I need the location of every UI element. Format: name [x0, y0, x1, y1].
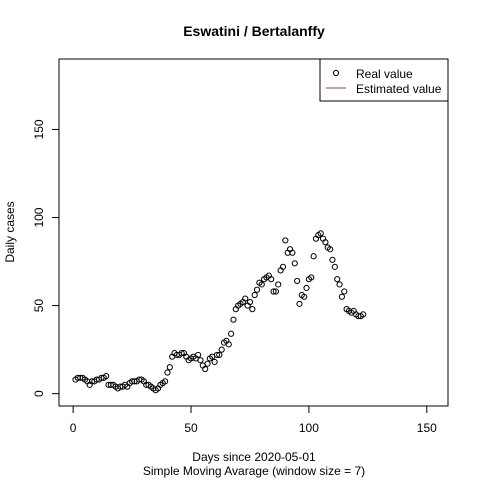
x-tick-label: 100	[299, 421, 319, 435]
data-point	[229, 331, 234, 336]
x-tick-label: 150	[417, 421, 437, 435]
y-axis: 0 50 100 150	[32, 119, 59, 397]
data-point	[165, 370, 170, 375]
data-point	[339, 294, 344, 299]
data-point	[337, 282, 342, 287]
data-point	[254, 287, 259, 292]
y-tick-label: 50	[32, 299, 46, 313]
x-axis-label: Days since 2020-05-01	[192, 450, 316, 464]
chart-subtitle: Simple Moving Avarage (window size = 7)	[143, 464, 365, 478]
legend-estimated-value-label: Estimated value	[356, 82, 442, 96]
plot-frame	[59, 59, 448, 406]
data-point	[295, 278, 300, 283]
y-tick-label: 150	[32, 119, 46, 139]
data-point	[212, 359, 217, 364]
data-point	[332, 264, 337, 269]
data-point	[292, 261, 297, 266]
data-point	[335, 277, 340, 282]
x-axis: 0 50 100 150	[70, 406, 437, 435]
data-point	[167, 365, 172, 370]
data-point	[205, 361, 210, 366]
data-point	[198, 358, 203, 363]
x-tick-label: 50	[184, 421, 198, 435]
data-point	[219, 347, 224, 352]
data-point	[342, 289, 347, 294]
y-tick-label: 0	[32, 390, 46, 397]
legend-real-value-label: Real value	[356, 67, 413, 81]
legend: Real value Estimated value	[320, 59, 448, 101]
data-point	[252, 292, 257, 297]
data-point	[297, 301, 302, 306]
data-point	[250, 307, 255, 312]
data-point	[231, 317, 236, 322]
y-axis-label: Daily cases	[3, 201, 17, 262]
chart-title: Eswatini / Bertalanffy	[183, 23, 325, 39]
data-points	[73, 231, 366, 393]
data-point	[330, 257, 335, 262]
x-tick-label: 0	[70, 421, 77, 435]
data-point	[311, 254, 316, 259]
data-point	[283, 238, 288, 243]
data-point	[276, 282, 281, 287]
data-point	[304, 285, 309, 290]
y-tick-label: 100	[32, 207, 46, 227]
